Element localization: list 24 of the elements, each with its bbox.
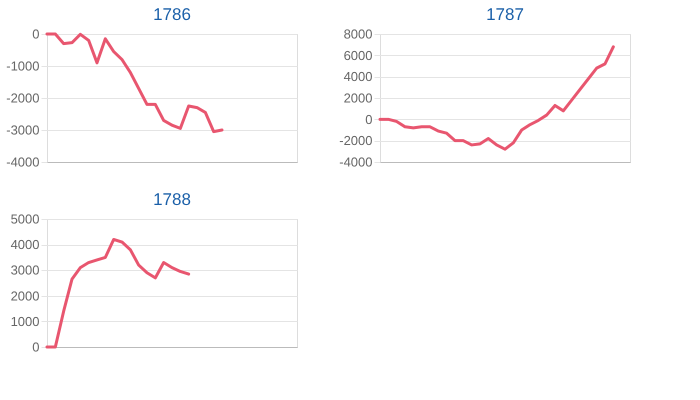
chart-title: 1786 xyxy=(153,5,191,24)
chart-title: 1788 xyxy=(153,190,191,209)
y-tick-label: 5000 xyxy=(10,212,40,226)
chart-title: 1787 xyxy=(486,5,524,24)
y-tick-label: 3000 xyxy=(10,262,40,278)
y-tick-label: 4000 xyxy=(344,69,372,84)
y-tick-label: -2000 xyxy=(339,133,372,148)
line-series xyxy=(46,32,224,134)
y-tick-label: -1000 xyxy=(6,58,40,74)
y-tick-label: -3000 xyxy=(6,122,40,138)
y-tick-label: 2000 xyxy=(344,90,372,106)
y-tick-label: -4000 xyxy=(339,154,372,170)
line-series xyxy=(378,45,615,151)
y-tick-label: 8000 xyxy=(344,26,372,42)
y-tick-label: -2000 xyxy=(6,90,40,106)
y-tick-label: 6000 xyxy=(344,48,372,63)
y-tick-label: 1000 xyxy=(10,314,40,329)
y-tick-label: 0 xyxy=(32,340,40,354)
y-tick-label: 0 xyxy=(365,112,372,127)
line-series xyxy=(46,238,190,348)
y-tick-label: -4000 xyxy=(6,154,40,170)
y-tick-label: 0 xyxy=(32,26,40,42)
y-tick-label: 4000 xyxy=(10,237,40,252)
y-tick-label: 2000 xyxy=(10,288,40,304)
